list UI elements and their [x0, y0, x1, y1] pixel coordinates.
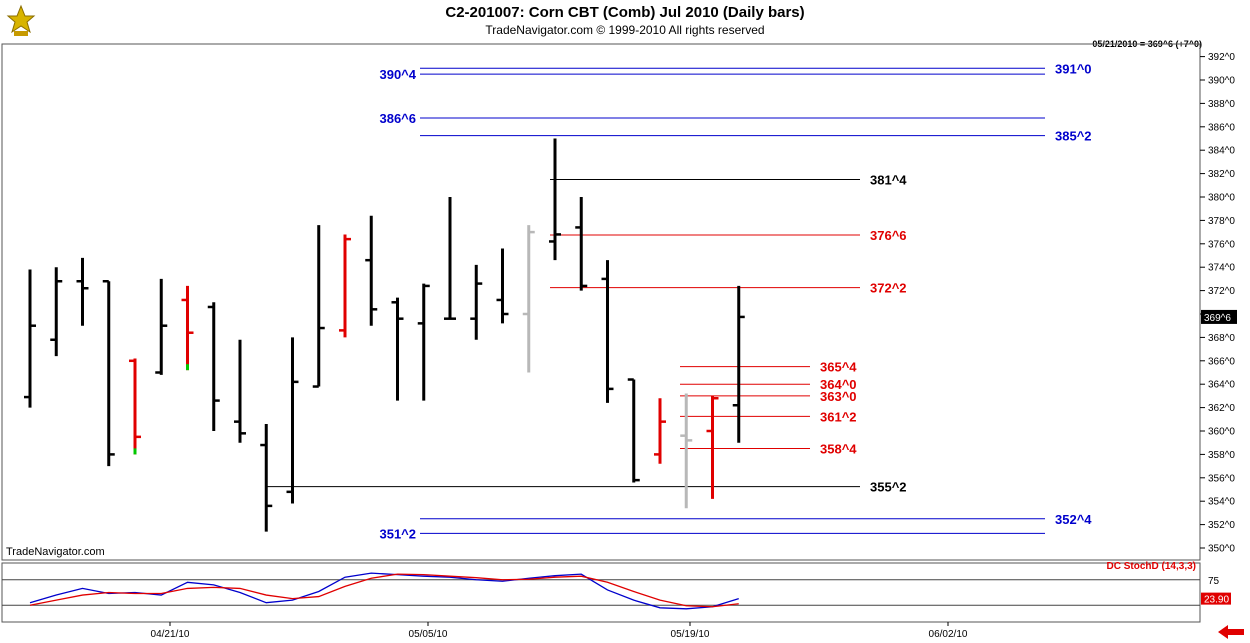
level-label: 351^2 — [379, 526, 416, 541]
y-tick-label: 392^0 — [1208, 52, 1235, 63]
x-tick-label: 04/21/10 — [151, 629, 190, 640]
level-label: 376^6 — [870, 228, 907, 243]
copyright-text: TradeNavigator.com © 1999-2010 All right… — [485, 23, 765, 37]
last-price-label: 369^6 — [1204, 313, 1231, 324]
level-label: 390^4 — [379, 67, 416, 82]
y-tick-label: 372^0 — [1208, 286, 1235, 297]
stoch-last-box — [1201, 592, 1231, 605]
stoch-d-line — [29, 573, 739, 608]
x-tick-label: 05/19/10 — [671, 629, 710, 640]
y-tick-label: 356^0 — [1208, 473, 1235, 484]
level-label: 364^0 — [820, 377, 857, 392]
y-tick-label: 368^0 — [1208, 333, 1235, 344]
stoch-indicator-label: DC StochD (14,3,3) — [1106, 561, 1196, 572]
y-tick-label: 366^0 — [1208, 356, 1235, 367]
level-label: 355^2 — [870, 480, 907, 495]
level-label: 352^4 — [1055, 512, 1092, 527]
y-tick-label: 384^0 — [1208, 146, 1235, 157]
level-label: 386^6 — [379, 111, 416, 126]
y-tick-label: 374^0 — [1208, 263, 1235, 274]
watermark-text: TradeNavigator.com — [6, 546, 105, 558]
y-tick-label: 364^0 — [1208, 380, 1235, 391]
left-arrow-icon[interactable] — [1216, 624, 1246, 640]
y-tick-label: 376^0 — [1208, 239, 1235, 250]
y-tick-label: 378^0 — [1208, 216, 1235, 227]
last-price-box — [1201, 309, 1237, 324]
chart-title: C2-201007: Corn CBT (Comb) Jul 2010 (Dai… — [445, 4, 805, 21]
level-label: 363^0 — [820, 389, 857, 404]
stoch-panel-frame — [1, 562, 1201, 623]
y-tick-label: 388^0 — [1208, 99, 1235, 110]
stoch-tick-label: 75 — [1208, 576, 1220, 587]
level-label: 391^0 — [1055, 61, 1092, 76]
level-label: 381^4 — [870, 172, 907, 187]
price-panel-frame — [1, 43, 1201, 561]
y-tick-label: 352^0 — [1208, 520, 1235, 531]
y-tick-label: 386^0 — [1208, 122, 1235, 133]
level-label: 358^4 — [820, 442, 857, 457]
y-tick-label: 354^0 — [1208, 497, 1235, 508]
x-tick-label: 05/05/10 — [409, 629, 448, 640]
x-tick-label: 06/02/10 — [929, 629, 968, 640]
y-tick-label: 390^0 — [1208, 76, 1235, 87]
y-tick-label: 382^0 — [1208, 169, 1235, 180]
stoch-last-label: 23.90 — [1204, 595, 1229, 606]
y-tick-label: 360^0 — [1208, 427, 1235, 438]
level-label: 372^2 — [870, 281, 907, 296]
y-tick-label: 350^0 — [1208, 544, 1235, 555]
trade-navigator-logo-icon[interactable] — [4, 4, 38, 38]
y-tick-label: 358^0 — [1208, 450, 1235, 461]
y-tick-label: 362^0 — [1208, 403, 1235, 414]
level-label: 361^2 — [820, 409, 857, 424]
level-label: 385^2 — [1055, 129, 1092, 144]
level-label: 365^4 — [820, 360, 857, 375]
y-tick-label: 380^0 — [1208, 193, 1235, 204]
